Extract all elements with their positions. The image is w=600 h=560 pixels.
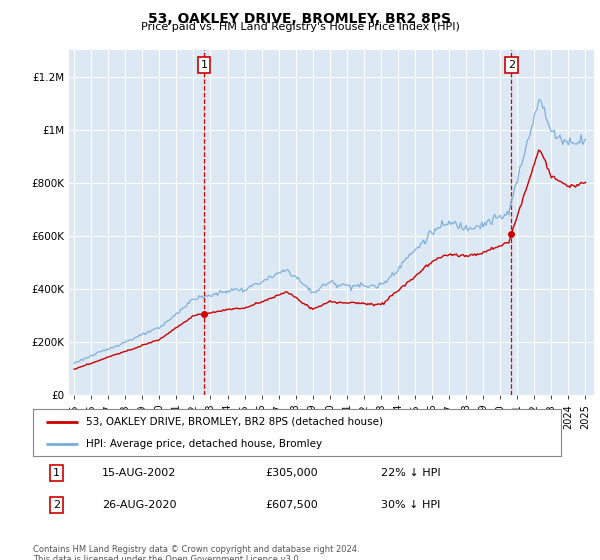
Text: 53, OAKLEY DRIVE, BROMLEY, BR2 8PS: 53, OAKLEY DRIVE, BROMLEY, BR2 8PS [149,12,452,26]
Text: Price paid vs. HM Land Registry's House Price Index (HPI): Price paid vs. HM Land Registry's House … [140,22,460,32]
Text: 53, OAKLEY DRIVE, BROMLEY, BR2 8PS (detached house): 53, OAKLEY DRIVE, BROMLEY, BR2 8PS (deta… [86,417,383,427]
Text: 1: 1 [53,468,60,478]
Text: 22% ↓ HPI: 22% ↓ HPI [382,468,441,478]
Text: £305,000: £305,000 [265,468,318,478]
Text: £607,500: £607,500 [265,500,318,510]
Text: 15-AUG-2002: 15-AUG-2002 [101,468,176,478]
Text: 2: 2 [53,500,61,510]
Text: 2: 2 [508,60,515,70]
Text: HPI: Average price, detached house, Bromley: HPI: Average price, detached house, Brom… [86,438,322,449]
Text: Contains HM Land Registry data © Crown copyright and database right 2024.
This d: Contains HM Land Registry data © Crown c… [33,545,359,560]
Text: 26-AUG-2020: 26-AUG-2020 [101,500,176,510]
Text: 1: 1 [200,60,208,70]
Text: 30% ↓ HPI: 30% ↓ HPI [382,500,441,510]
